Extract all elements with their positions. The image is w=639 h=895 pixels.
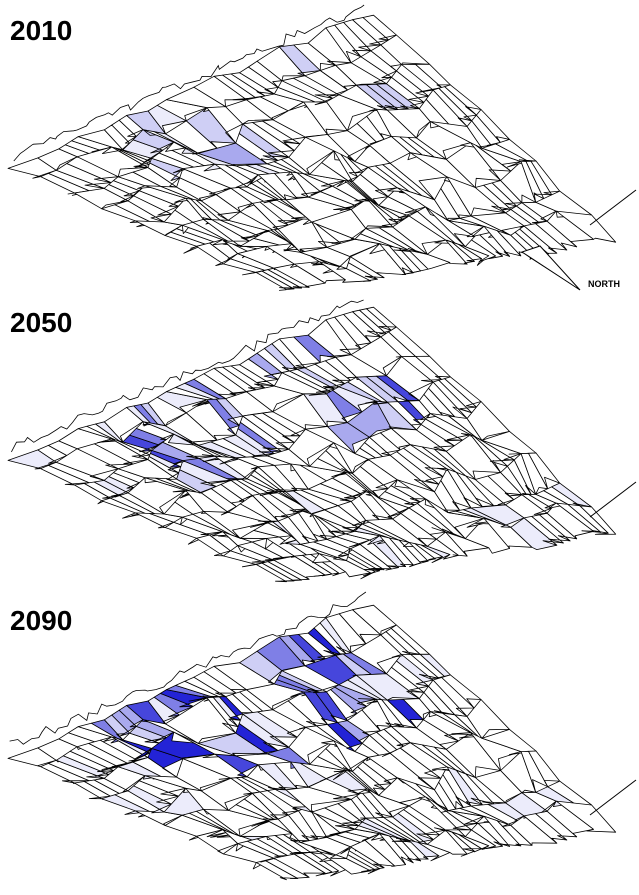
panel-year: 2010 — [10, 15, 72, 46]
panel-year: 2090 — [10, 605, 72, 636]
figure: 2010 2050 2090 NORTH — [0, 0, 639, 895]
panel-year: 2050 — [10, 307, 72, 338]
north-label: NORTH — [588, 279, 620, 289]
